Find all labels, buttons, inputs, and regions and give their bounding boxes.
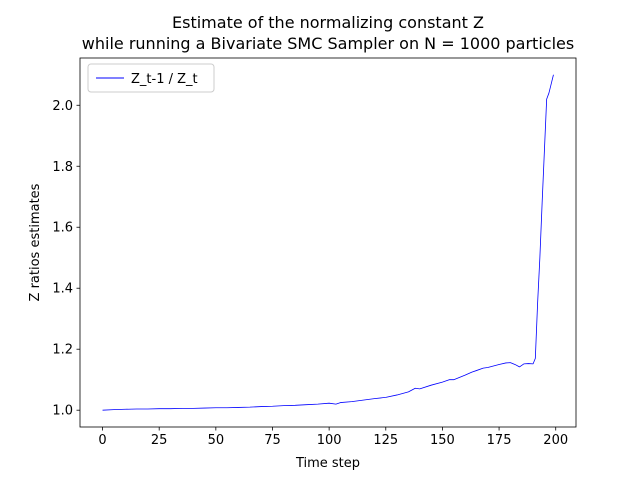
- x-tick-label: 50: [208, 433, 225, 448]
- legend-box: [87, 63, 215, 93]
- x-tick-label: 150: [430, 433, 455, 448]
- y-tick-label: 1.8: [52, 160, 73, 175]
- chart-subtitle: while running a Bivariate SMC Sampler on…: [82, 34, 574, 53]
- legend-label: Z_t-1 / Z_t: [131, 72, 198, 87]
- x-tick-label: 175: [487, 433, 512, 448]
- axes-frame: [79, 57, 577, 428]
- series-line: [102, 74, 554, 411]
- legend: Z_t-1 / Z_t: [87, 63, 215, 93]
- x-axis-label: Time step: [295, 456, 360, 471]
- x-tick-label: 200: [543, 433, 568, 448]
- y-axis-ticks: 1.0 1.2 1.4 1.6 1.8 2.0: [52, 99, 80, 419]
- x-tick-label: 75: [264, 433, 281, 448]
- y-tick-label: 1.0: [52, 404, 73, 419]
- x-tick-label: 125: [373, 433, 398, 448]
- x-tick-label: 25: [151, 433, 168, 448]
- x-tick-label: 0: [98, 433, 106, 448]
- y-tick-label: 1.4: [52, 282, 73, 297]
- chart-title: Estimate of the normalizing constant Z: [172, 13, 484, 32]
- series-layer: [102, 74, 554, 411]
- y-tick-label: 1.2: [52, 343, 73, 358]
- x-axis-ticks: 0 25 50 75 100 125 150 175 200: [98, 427, 568, 448]
- y-tick-label: 1.6: [52, 221, 73, 236]
- x-tick-label: 100: [317, 433, 342, 448]
- y-tick-label: 2.0: [52, 99, 73, 114]
- y-axis-label: Z ratios estimates: [28, 183, 43, 301]
